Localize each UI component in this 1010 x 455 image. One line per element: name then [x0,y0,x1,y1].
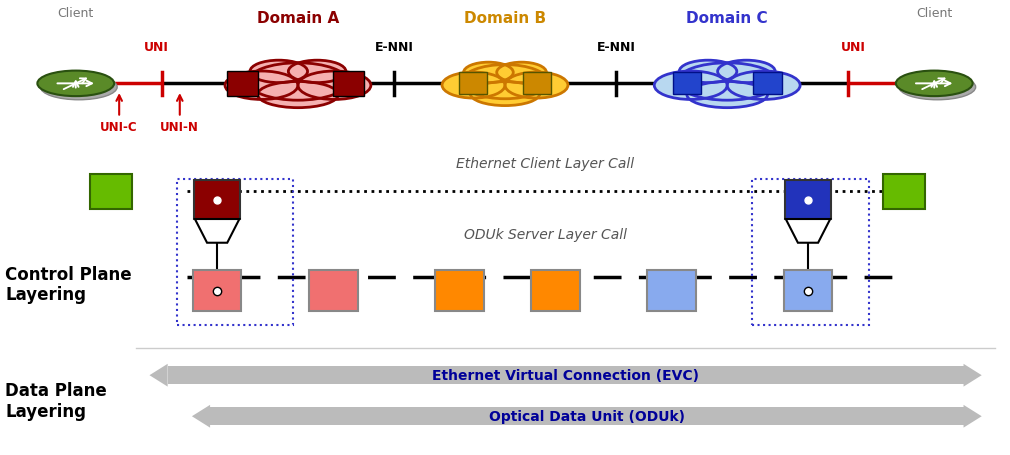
Bar [647,271,696,312]
Text: UNI-N: UNI-N [161,121,199,134]
Text: E-NNI: E-NNI [597,41,635,54]
Bar [194,181,240,219]
Text: Control Plane
Layering: Control Plane Layering [5,265,131,304]
Text: Domain B: Domain B [464,11,546,26]
Bar [785,181,831,219]
Ellipse shape [464,63,513,84]
Ellipse shape [727,72,800,100]
Text: Client: Client [58,7,94,20]
Polygon shape [964,364,982,387]
Bar [523,73,551,95]
Text: ODUk Server Layer Call: ODUk Server Layer Call [464,228,627,241]
Ellipse shape [896,71,973,97]
Ellipse shape [442,73,505,99]
Bar [193,271,241,312]
Bar [168,366,964,384]
Bar [673,73,701,95]
Text: Ethernet Virtual Connection (EVC): Ethernet Virtual Connection (EVC) [432,369,699,382]
Bar [210,407,964,425]
Bar [435,271,484,312]
Ellipse shape [298,72,371,100]
Text: UNI: UNI [841,41,866,54]
Ellipse shape [471,82,539,106]
Polygon shape [149,364,168,387]
Bar [883,175,925,209]
Ellipse shape [225,72,298,100]
Ellipse shape [654,72,727,100]
Ellipse shape [899,75,976,101]
Ellipse shape [687,82,768,108]
Text: Domain A: Domain A [257,11,339,26]
Bar [752,180,869,325]
Bar [784,271,832,312]
Text: Domain C: Domain C [687,11,768,26]
Text: Optical Data Unit (ODUk): Optical Data Unit (ODUk) [489,410,685,423]
Bar [459,73,487,95]
Text: Data Plane
Layering: Data Plane Layering [5,381,107,420]
Text: Client: Client [916,7,952,20]
Ellipse shape [289,61,345,83]
Ellipse shape [505,73,568,99]
Polygon shape [195,219,239,243]
Bar [309,271,358,312]
Ellipse shape [250,61,307,83]
Text: UNI: UNI [144,41,169,54]
Bar [177,180,293,325]
Ellipse shape [679,61,736,83]
Bar [531,271,580,312]
Text: Ethernet Client Layer Call: Ethernet Client Layer Call [457,157,634,171]
Ellipse shape [462,66,548,100]
Polygon shape [786,219,830,243]
Bar [90,175,132,209]
Ellipse shape [37,71,114,97]
Ellipse shape [678,64,777,101]
Bar [333,71,364,96]
Ellipse shape [258,82,338,108]
Ellipse shape [497,63,546,84]
Bar [753,73,782,95]
Polygon shape [192,405,210,428]
Text: E-NNI: E-NNI [375,41,413,54]
Bar [227,71,258,96]
Text: UNI-C: UNI-C [100,121,138,134]
Ellipse shape [40,75,117,101]
Ellipse shape [717,61,776,83]
Ellipse shape [248,64,347,101]
Polygon shape [964,405,982,428]
